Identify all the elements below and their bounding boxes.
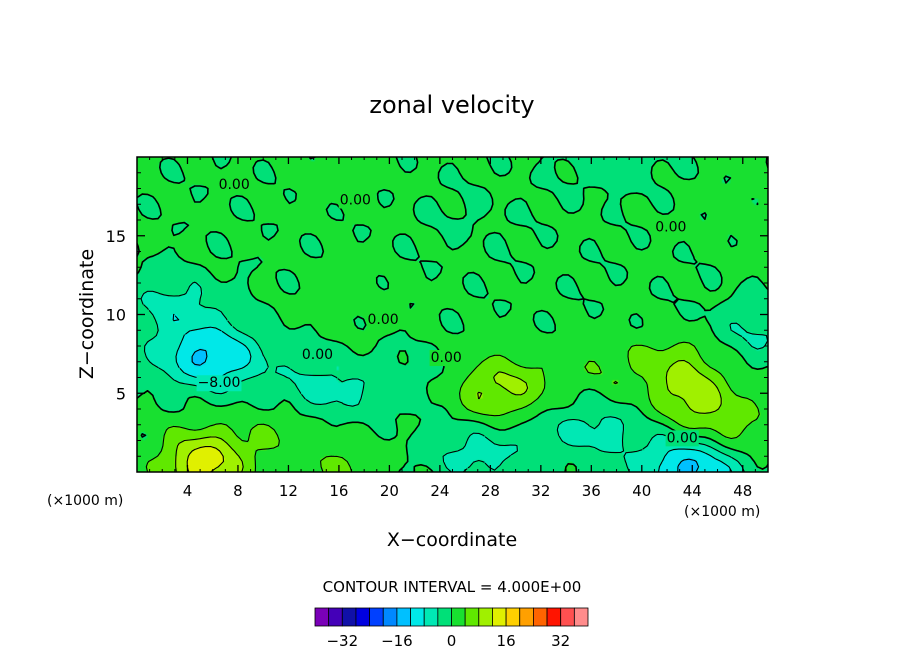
colorbar-tick-label: −16 xyxy=(381,632,413,650)
x-tick-label: 24 xyxy=(430,482,449,500)
y-tick-label: 5 xyxy=(116,384,126,403)
y-tick-label: 10 xyxy=(106,306,126,325)
colorbar-tick-label: 32 xyxy=(551,632,570,650)
colorbar-swatch xyxy=(396,607,411,627)
chart-title: zonal velocity xyxy=(369,91,534,119)
contour-label: 0.00 xyxy=(302,347,333,363)
contour-label: 0.00 xyxy=(655,219,686,235)
colorbar-swatch xyxy=(546,607,562,627)
x-tick-label: 12 xyxy=(279,482,298,500)
colorbar-swatch xyxy=(314,607,330,627)
colorbar-swatch xyxy=(533,607,548,627)
colorbar-swatch xyxy=(328,607,343,627)
contour-label-backdrop xyxy=(300,346,335,363)
contour-level-neg12 xyxy=(191,348,700,472)
contour-level-neg4 xyxy=(140,281,768,472)
contour-level-4 xyxy=(145,341,760,472)
zonal-velocity-field xyxy=(137,157,768,472)
colorbar-swatch xyxy=(560,607,575,627)
x-tick-label: 32 xyxy=(531,482,550,500)
plot-area: 0.00 0.00 0.00 0.00 0.00 0.00 −8.00 0.00 xyxy=(137,157,768,472)
colorbar: −32 −16 0 16 32 xyxy=(314,607,589,650)
colorbar-swatch xyxy=(478,607,493,627)
contour-lines xyxy=(137,157,768,472)
y-axis-ticks: 5 10 15 xyxy=(106,172,768,457)
colorbar-swatch xyxy=(451,607,466,627)
y-tick-label: 15 xyxy=(106,227,126,246)
x-tick-label: 16 xyxy=(329,482,348,500)
x-tick-label: 8 xyxy=(233,482,243,500)
colorbar-swatch xyxy=(382,607,398,627)
colorbar-swatch xyxy=(505,607,521,627)
colorbar-swatch xyxy=(573,607,589,627)
colorbar-swatch xyxy=(423,607,439,627)
x-tick-label: 44 xyxy=(683,482,702,500)
contour-label: 0.00 xyxy=(368,312,399,328)
contour-label-backdrop xyxy=(429,350,463,367)
colorbar-swatch xyxy=(369,607,384,627)
x-tick-label: 48 xyxy=(733,482,752,500)
x-axis-ticks: 4 8 12 16 20 24 28 32 36 40 44 48 xyxy=(149,157,756,500)
x-tick-label: 40 xyxy=(632,482,651,500)
colorbar-swatch xyxy=(410,607,425,627)
contour-label: 0.00 xyxy=(431,350,462,366)
colorbar-swatch xyxy=(437,607,452,627)
x-tick-label: 4 xyxy=(183,482,193,500)
contour-label-backdrop xyxy=(338,192,372,209)
contour-label-backdrop xyxy=(196,375,242,392)
colorbar-swatch xyxy=(355,607,371,627)
colorbar-swatch xyxy=(464,607,480,627)
x-tick-label: 36 xyxy=(582,482,601,500)
x-unit-label-right: (×1000 m) xyxy=(684,504,760,520)
contour-label: 0.00 xyxy=(340,193,371,209)
colorbar-tick-label: 16 xyxy=(497,632,516,650)
colorbar-tick-label: 0 xyxy=(447,632,457,650)
contour-label-backdrop xyxy=(366,312,400,329)
x-tick-label: 28 xyxy=(481,482,500,500)
contour-level-0 xyxy=(137,157,768,472)
colorbar-swatch xyxy=(341,607,357,627)
contour-label: 0.00 xyxy=(667,430,698,446)
contour-label-backdrop xyxy=(217,176,251,193)
x-axis-label: X−coordinate xyxy=(387,529,517,551)
y-axis-label: Z−coordinate xyxy=(76,249,98,379)
contour-level-8 xyxy=(175,359,722,472)
colorbar-swatch xyxy=(519,607,534,627)
contour-interval-text: CONTOUR INTERVAL = 4.000E+00 xyxy=(323,578,582,596)
colorbar-tick-label: −32 xyxy=(326,632,358,650)
colorbar-swatch xyxy=(492,607,507,627)
contour-label-backdrop xyxy=(665,430,699,447)
x-unit-label-left: (×1000 m) xyxy=(47,493,123,509)
contour-label: 0.00 xyxy=(219,177,250,193)
contour-label-layer: 0.00 0.00 0.00 0.00 0.00 0.00 −8.00 0.00 xyxy=(196,176,699,447)
contour-label: −8.00 xyxy=(198,375,241,391)
contour-label-backdrop xyxy=(654,219,688,236)
x-tick-label: 20 xyxy=(380,482,399,500)
